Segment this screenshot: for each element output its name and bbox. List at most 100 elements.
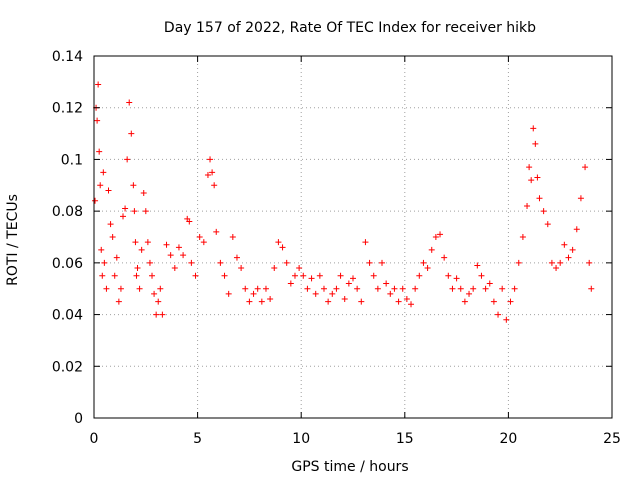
data-point: [316, 272, 323, 279]
data-point: [490, 298, 497, 305]
data-point: [536, 195, 543, 202]
data-point: [519, 234, 526, 240]
data-point: [157, 285, 164, 292]
data-point: [134, 265, 141, 272]
data-point: [470, 285, 477, 292]
data-points: [92, 81, 595, 323]
data-point: [461, 298, 468, 305]
data-point: [383, 280, 390, 287]
data-point: [92, 197, 99, 204]
data-point: [96, 148, 103, 155]
data-point: [126, 99, 133, 106]
data-point: [366, 259, 373, 266]
data-point: [457, 285, 464, 292]
data-point: [94, 117, 101, 124]
y-axis-label: ROTI / TECUs: [5, 194, 21, 286]
data-point: [217, 259, 224, 266]
y-tick-label: 0.12: [52, 101, 83, 117]
data-point: [132, 239, 139, 246]
data-point: [97, 182, 104, 189]
data-point: [358, 298, 365, 305]
y-axis-ticks: 0 0.02 0.04 0.06 0.08 0.1 0.12 0.14: [52, 49, 612, 427]
x-tick-label: 15: [396, 431, 414, 447]
data-point: [528, 177, 535, 184]
data-point: [573, 226, 580, 233]
data-point: [111, 272, 118, 279]
data-point: [258, 298, 265, 305]
data-point: [412, 285, 419, 292]
data-point: [242, 285, 249, 292]
data-point: [553, 265, 560, 272]
grid-lines: [94, 56, 612, 418]
data-point: [416, 272, 423, 279]
data-point: [175, 244, 182, 251]
data-point: [449, 285, 456, 292]
data-point: [103, 285, 110, 292]
data-point: [391, 285, 398, 292]
data-point: [109, 234, 116, 240]
data-point: [254, 285, 261, 292]
data-point: [569, 246, 576, 253]
data-point: [530, 125, 537, 132]
data-point: [474, 262, 481, 269]
data-point: [246, 298, 253, 305]
data-point: [333, 285, 340, 292]
data-point: [441, 254, 448, 261]
data-point: [267, 296, 274, 303]
data-point: [95, 81, 102, 88]
data-point: [499, 285, 506, 292]
data-point: [238, 265, 245, 272]
data-point: [507, 298, 514, 305]
data-point: [283, 259, 290, 266]
data-point: [120, 213, 127, 220]
data-point: [186, 218, 193, 225]
y-tick-label: 0: [74, 411, 83, 427]
data-point: [325, 298, 332, 305]
data-point: [167, 252, 174, 259]
data-point: [188, 259, 195, 266]
data-point: [271, 265, 278, 272]
data-point: [354, 285, 361, 292]
data-point: [453, 275, 460, 282]
y-tick-label: 0.02: [52, 359, 83, 375]
data-point: [146, 259, 153, 266]
data-point: [233, 254, 240, 261]
y-tick-label: 0.14: [52, 49, 83, 65]
data-point: [153, 311, 160, 318]
data-point: [379, 259, 386, 266]
data-point: [428, 246, 435, 253]
data-point: [424, 265, 431, 272]
data-point: [320, 285, 327, 292]
data-point: [209, 169, 216, 176]
data-point: [526, 164, 533, 171]
data-point: [163, 241, 170, 248]
data-point: [130, 182, 137, 189]
data-point: [561, 241, 568, 248]
data-point: [437, 231, 444, 238]
x-axis-label: GPS time / hours: [291, 459, 408, 475]
data-point: [229, 234, 236, 240]
data-point: [140, 190, 147, 197]
data-point: [557, 259, 564, 266]
data-point: [159, 311, 166, 318]
y-tick-label: 0.06: [52, 256, 83, 272]
data-point: [582, 164, 589, 171]
data-point: [370, 272, 377, 279]
data-point: [279, 244, 286, 251]
data-point: [115, 298, 122, 305]
data-point: [144, 239, 151, 246]
data-point: [524, 202, 531, 209]
data-point: [105, 187, 112, 194]
data-point: [291, 272, 298, 279]
data-point: [387, 290, 394, 297]
data-point: [200, 239, 207, 246]
data-point: [534, 174, 541, 181]
data-point: [296, 265, 303, 272]
data-point: [486, 280, 493, 287]
data-point: [403, 296, 410, 303]
data-point: [374, 285, 381, 292]
data-point: [100, 169, 107, 176]
data-point: [515, 259, 522, 266]
data-point: [136, 285, 143, 292]
data-point: [128, 130, 135, 137]
